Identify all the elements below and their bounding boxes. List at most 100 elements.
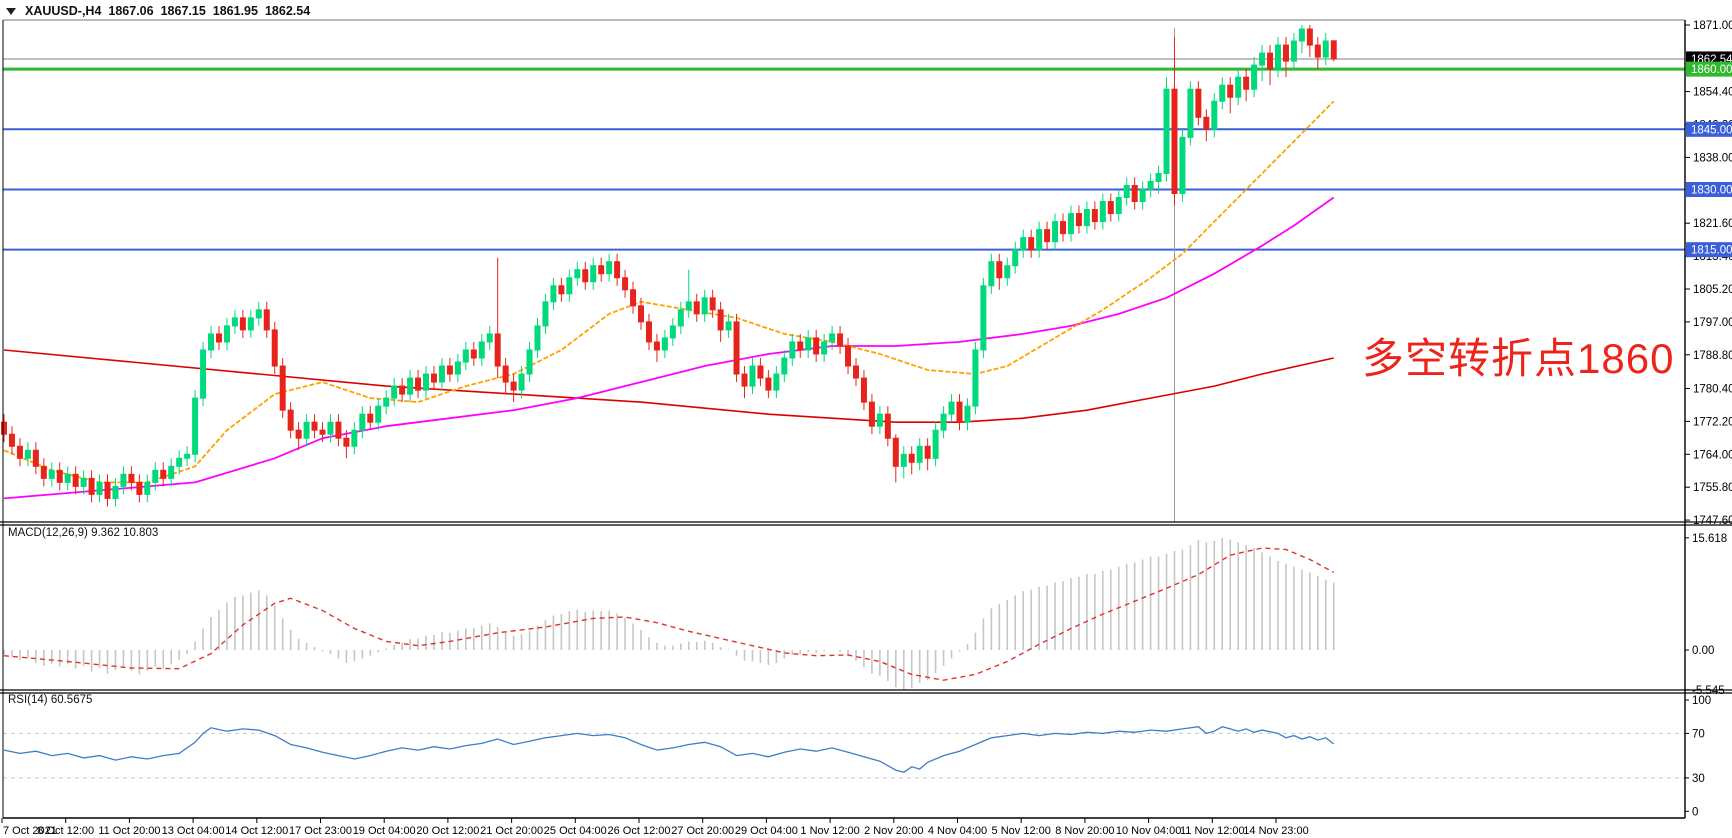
chart-annotation-text: 多空转折点1860	[1362, 335, 1675, 382]
candle-up	[327, 421, 334, 435]
candle-up	[1147, 180, 1154, 190]
candle-up	[24, 449, 31, 459]
time-axis-label: 13 Oct 04:00	[162, 825, 225, 837]
price-axis-label: 1764.00	[1693, 449, 1732, 461]
candle-up	[749, 365, 756, 387]
price-axis-label: 1755.80	[1693, 482, 1732, 494]
candle-up	[144, 481, 151, 495]
candle-up	[1099, 201, 1106, 223]
macd-axis-label: 0.00	[1692, 645, 1714, 657]
candle-down	[598, 265, 605, 275]
candle-down	[295, 429, 302, 439]
candle-down	[335, 421, 342, 439]
candle-up	[821, 341, 828, 355]
candle-up	[1155, 172, 1162, 182]
candle-up	[486, 333, 493, 343]
candle-up	[176, 457, 183, 467]
candle-down	[765, 377, 772, 391]
candle-down	[733, 321, 740, 375]
candle-up	[1187, 88, 1194, 138]
candle-down	[128, 473, 135, 483]
candle-up	[916, 445, 923, 463]
candle-down	[956, 401, 963, 423]
candle-up	[200, 349, 207, 399]
candle-down	[16, 445, 23, 459]
candle-down	[343, 437, 350, 447]
candle-up	[964, 405, 971, 423]
candle-up	[391, 385, 398, 399]
candle-up	[661, 337, 668, 351]
candle-down	[924, 445, 931, 459]
candle-up	[1004, 265, 1011, 279]
candle-down	[510, 381, 517, 391]
time-axis-label: 19 Oct 04:00	[353, 825, 416, 837]
candle-down	[104, 481, 111, 499]
candle-down	[741, 373, 748, 387]
candle-up	[900, 453, 907, 467]
candle-up	[1219, 84, 1226, 102]
time-axis-label: 29 Oct 04:00	[735, 825, 798, 837]
time-axis-label: 14 Nov 23:00	[1243, 825, 1308, 837]
candle-down	[88, 477, 95, 495]
candle-up	[1290, 40, 1297, 62]
candle-down	[868, 401, 875, 427]
price-axis-label: 1871.00	[1693, 20, 1732, 32]
chart-symbol-title[interactable]: XAUUSD-,H4 1867.06 1867.15 1861.95 1862.…	[6, 3, 310, 19]
time-axis-label: 4 Nov 04:00	[928, 825, 987, 837]
candle-down	[239, 317, 246, 331]
candle-up	[223, 325, 230, 343]
candle-up	[534, 325, 541, 351]
candle-down	[908, 453, 915, 463]
candle-up	[829, 333, 836, 343]
candle-up	[462, 349, 469, 363]
candle-up	[988, 261, 995, 287]
candle-down	[653, 341, 660, 351]
candle-up	[80, 477, 87, 487]
time-axis-label: 25 Oct 04:00	[544, 825, 607, 837]
candle-down	[319, 429, 326, 435]
candle-up	[1211, 100, 1218, 130]
rsi-axis-label: 30	[1692, 773, 1705, 785]
candle-up	[351, 429, 358, 447]
candle-down	[884, 413, 891, 439]
candle-up	[48, 469, 55, 479]
candle-down	[630, 289, 637, 307]
candle-up	[932, 429, 939, 459]
candle-down	[399, 385, 406, 395]
candle-up	[208, 333, 215, 351]
candle-up	[1036, 229, 1043, 251]
candle-up	[438, 365, 445, 383]
candle-down	[996, 261, 1003, 279]
candle-up	[407, 377, 414, 395]
candle-up	[948, 401, 955, 415]
candle-up	[781, 357, 788, 375]
time-axis-label: 26 Oct 12:00	[608, 825, 671, 837]
price-axis-label: 1854.40	[1693, 87, 1732, 99]
candle-down	[430, 373, 437, 383]
macd-axis-label: 15.618	[1692, 533, 1727, 545]
price-level-badge-text: 1815.00	[1691, 245, 1732, 257]
price-level-badge	[1686, 181, 1732, 197]
ohlc-close: 1862.54	[264, 4, 311, 18]
candle-down	[813, 337, 820, 355]
candle-down	[837, 333, 844, 347]
candle-up	[231, 317, 238, 327]
candle-down	[1028, 237, 1035, 251]
price-axis-label: 1747.60	[1693, 515, 1732, 527]
time-axis-label: 11 Nov 12:00	[1180, 825, 1245, 837]
candle-down	[582, 269, 589, 283]
candle-up	[359, 413, 366, 431]
candle-up	[1067, 213, 1074, 235]
candle-down	[415, 377, 422, 391]
candle-down	[502, 365, 509, 383]
candle-up	[1123, 184, 1130, 199]
time-axis-label: 20 Oct 12:00	[416, 825, 479, 837]
candle-up	[1083, 209, 1090, 227]
candle-up	[550, 285, 557, 303]
collapse-triangle-icon[interactable]	[6, 7, 16, 15]
candle-down	[136, 481, 143, 495]
price-axis-label: 1780.40	[1693, 383, 1732, 395]
price-axis-label: 1788.80	[1693, 350, 1732, 362]
candle-down	[279, 365, 286, 411]
